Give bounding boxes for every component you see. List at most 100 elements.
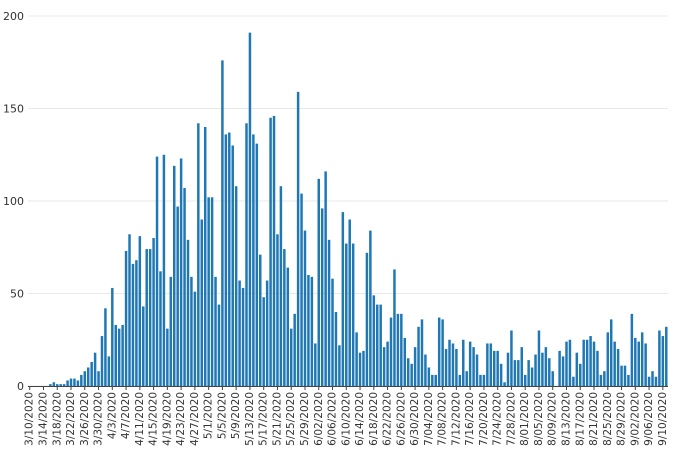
bar [609,319,613,386]
bar [100,336,104,386]
bar [286,267,290,386]
x-tick-label: 7/04/2020 [423,392,435,446]
x-tick-label: 5/1/2020 [203,392,215,439]
bar [265,280,269,386]
x-tick-label: 7/16/2020 [464,392,476,446]
bar [190,276,193,386]
bar [320,208,324,386]
x-tick-label: 6/06/2020 [327,392,339,446]
bar [444,349,448,386]
bar [111,287,114,386]
bar [203,127,207,386]
bar [654,376,658,386]
x-tick-label: 7/12/2020 [450,392,462,446]
bar [599,374,603,386]
bar [303,230,307,386]
bar [427,367,431,386]
bar [613,341,616,386]
bar [269,117,272,386]
bar [520,347,523,386]
x-tick-label: 5/13/2020 [244,392,256,446]
bar [152,238,155,386]
bar [52,382,56,386]
bar [142,306,145,386]
bar [482,374,486,386]
bar [382,347,386,386]
bar [365,252,369,386]
bar [468,341,472,386]
bar [324,171,327,386]
x-tick-label: 8/21/2020 [588,392,600,446]
bar [575,352,579,386]
x-tick-label: 3/10/2020 [24,392,36,446]
bar [248,32,252,387]
x-axis-ticks: 3/10/2020 3/14/2020 3/18/2020 3/22/2020 3/26… [24,386,669,446]
bar [558,350,561,386]
x-tick-label: 8/01/2020 [519,392,531,446]
bar [348,219,351,386]
x-tick-label: 8/29/2020 [616,392,628,446]
bar [255,143,259,386]
bar [217,304,221,386]
bar [93,352,97,386]
x-tick-label: 6/30/2020 [409,392,421,446]
bar [73,378,76,386]
bar [97,371,100,386]
y-tick-label: 150 [3,103,24,116]
bars [49,32,668,387]
bar [162,154,166,386]
x-tick-label: 4/3/2020 [106,392,118,439]
bar [592,341,596,386]
bar [489,343,493,386]
bar [169,276,173,386]
bar [544,347,548,386]
bar [403,337,407,386]
bar [138,236,142,386]
bar [620,365,623,386]
bar [523,374,527,386]
x-tick-label: 7/28/2020 [505,392,517,446]
bar [231,145,234,386]
bar [389,317,393,386]
bar [145,249,148,386]
x-tick-label: 6/02/2020 [313,392,325,446]
bar [214,276,217,386]
x-tick-label: 6/14/2020 [354,392,366,446]
x-tick-label: 7/08/2020 [437,392,449,446]
bar [400,313,403,386]
x-tick-label: 3/22/2020 [65,392,77,446]
bar [486,343,489,386]
bar [665,326,668,386]
bar [565,341,568,386]
bar [496,350,499,386]
bar [627,374,630,386]
bar [644,343,647,386]
x-tick-label: 6/26/2020 [395,392,407,446]
bar [183,188,186,386]
x-tick-label: 8/13/2020 [560,392,572,446]
x-tick-label: 3/18/2020 [51,392,63,446]
bar [647,376,651,386]
bar [393,269,396,386]
bar [121,324,124,386]
bar [148,249,152,386]
x-tick-label: 8/17/2020 [574,392,586,446]
bar [200,219,203,386]
bar [307,275,310,386]
bar [589,336,592,386]
x-tick-label: 4/15/2020 [148,392,160,446]
x-tick-label: 4/23/2020 [175,392,187,446]
bar [114,324,117,386]
bar [252,134,255,386]
bar [259,254,262,386]
bar [338,345,341,386]
bar [80,374,83,386]
bar [503,382,506,386]
bar [124,250,128,386]
x-tick-label: 5/17/2020 [258,392,270,446]
bar [283,249,286,386]
bar [376,304,379,386]
x-tick-label: 3/26/2020 [79,392,91,446]
bar [334,312,338,386]
